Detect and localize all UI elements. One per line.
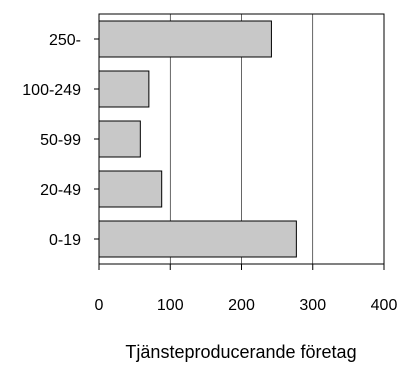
x-axis-title: Tjänsteproducerande företag	[125, 342, 356, 362]
y-tick-label: 20-49	[40, 182, 81, 199]
y-tick-label: 50-99	[40, 132, 81, 149]
bar	[98, 220, 297, 258]
x-axis-ticks: 0 100 200 300 400	[95, 264, 398, 314]
y-tick-label: 100-249	[22, 82, 81, 99]
y-axis-ticks: 250- 100-249 50-99 20-49 0-19	[22, 32, 99, 249]
x-tick-label: 0	[95, 297, 104, 314]
bars	[98, 20, 297, 258]
bar	[98, 120, 141, 158]
x-tick-label: 100	[157, 297, 184, 314]
y-tick-label: 250-	[49, 32, 81, 49]
x-tick-label: 400	[371, 297, 398, 314]
x-tick-label: 200	[228, 297, 255, 314]
x-tick-label: 300	[299, 297, 326, 314]
bar	[98, 70, 150, 108]
bar	[98, 20, 272, 58]
y-tick-label: 0-19	[49, 232, 81, 249]
bar	[98, 170, 163, 208]
